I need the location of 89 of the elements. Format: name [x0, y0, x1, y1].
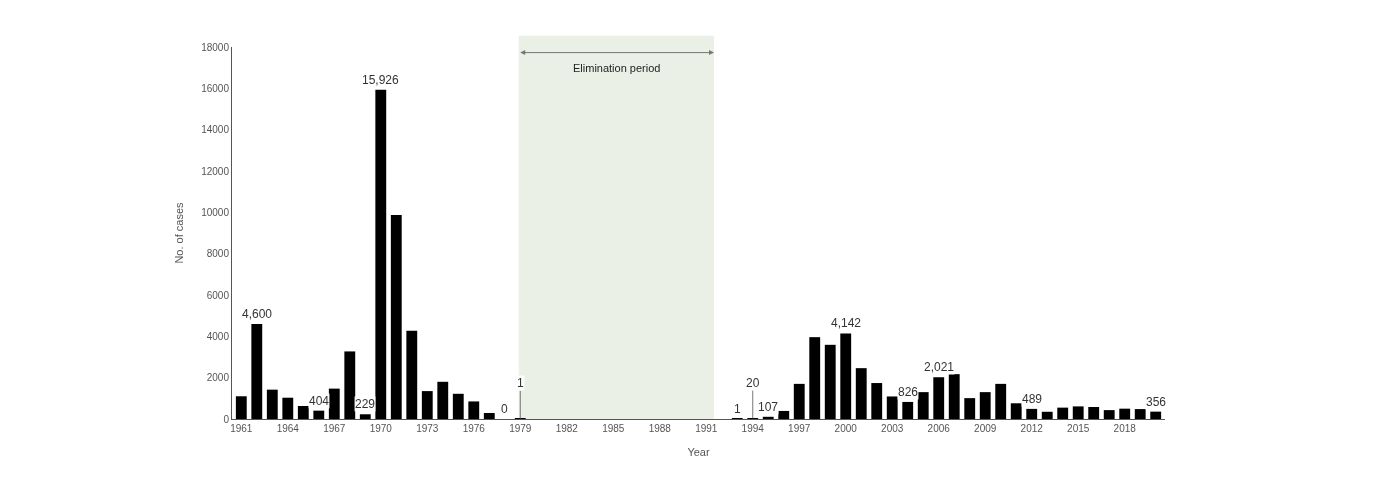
bar [948, 374, 960, 419]
data-label: 15,926 [362, 73, 400, 87]
x-tick-label: 1970 [369, 423, 393, 434]
data-label: 107 [758, 400, 779, 414]
bar [824, 344, 836, 419]
bar [1088, 407, 1100, 419]
bar [871, 383, 883, 419]
x-tick-label: 2018 [1113, 423, 1137, 434]
y-tick-label: 16000 [201, 82, 230, 94]
bar [452, 393, 464, 419]
bar [421, 391, 433, 419]
bar [855, 368, 867, 419]
data-label: 1 [517, 376, 524, 390]
y-tick-label: 14000 [201, 124, 230, 136]
bar [1103, 410, 1115, 419]
bar [886, 396, 898, 419]
x-tick-label: 1967 [323, 423, 346, 434]
y-tick-label: 6000 [206, 289, 230, 301]
x-tick-label: 1991 [695, 423, 718, 434]
data-label: 229 [355, 397, 376, 411]
bar [266, 389, 278, 419]
x-tick-label: 2012 [1020, 423, 1044, 434]
y-tick-label: 12000 [201, 165, 230, 177]
bar [375, 89, 387, 419]
bar [390, 215, 402, 419]
y-axis-title: No. of cases [172, 201, 185, 264]
bar [995, 383, 1007, 419]
data-label: 1 [734, 402, 741, 416]
x-tick-label: 2000 [834, 423, 858, 434]
x-tick-label: 1988 [648, 423, 672, 434]
band-label: Elimination period [573, 62, 661, 74]
x-tick-label: 1994 [741, 423, 765, 434]
data-label: 404 [309, 394, 330, 408]
bar [1026, 408, 1038, 419]
bar [313, 410, 325, 419]
x-tick-label: 2015 [1067, 423, 1090, 434]
y-tick-label: 0 [223, 413, 230, 425]
x-tick-label: 1973 [416, 423, 439, 434]
bar [282, 397, 294, 419]
bar [328, 388, 340, 419]
y-tick-label: 10000 [201, 206, 230, 218]
bar [778, 410, 790, 419]
x-tick-label: 2009 [974, 423, 997, 434]
x-tick-label: 1982 [555, 423, 579, 434]
y-tick-label: 18000 [201, 41, 230, 53]
bar [964, 398, 976, 419]
x-tick-label: 1964 [276, 423, 300, 434]
x-tick-label: 1976 [462, 423, 486, 434]
x-tick-label: 1997 [788, 423, 811, 434]
bar [297, 405, 309, 419]
data-label: 489 [1022, 392, 1043, 406]
x-tick-label: 1985 [602, 423, 625, 434]
bar [979, 392, 991, 419]
x-tick-label: 2003 [881, 423, 904, 434]
y-tick-label: 2000 [206, 372, 230, 384]
bar [917, 392, 929, 419]
bar [809, 337, 821, 419]
x-tick-label: 1961 [230, 423, 253, 434]
data-label: 356 [1146, 395, 1167, 409]
bar [437, 381, 449, 419]
bar [251, 323, 263, 419]
data-label: 4,600 [242, 307, 273, 321]
bar [1150, 411, 1162, 419]
bar [483, 413, 495, 419]
data-label: 2,021 [924, 360, 955, 374]
bar [359, 414, 371, 419]
bar [933, 377, 945, 419]
x-tick-label: 2006 [927, 423, 951, 434]
bar [1041, 411, 1053, 419]
data-label: 4,142 [831, 316, 862, 330]
bar [793, 383, 805, 419]
bar [1072, 406, 1084, 419]
bar [1134, 409, 1146, 419]
bar [1010, 403, 1022, 419]
data-label: 20 [746, 376, 760, 390]
bar [1057, 407, 1069, 419]
y-tick-label: 4000 [206, 330, 230, 342]
bar [344, 351, 356, 419]
bar [840, 333, 852, 419]
bar [406, 330, 418, 419]
x-tick-label: 1979 [509, 423, 532, 434]
x-axis-title: Year [687, 446, 710, 459]
bar [468, 401, 480, 419]
bar [1119, 408, 1131, 419]
bar [762, 416, 774, 419]
bar [235, 396, 247, 419]
data-label: 0 [501, 402, 508, 416]
y-tick-label: 8000 [206, 248, 230, 260]
data-label: 826 [898, 385, 919, 399]
